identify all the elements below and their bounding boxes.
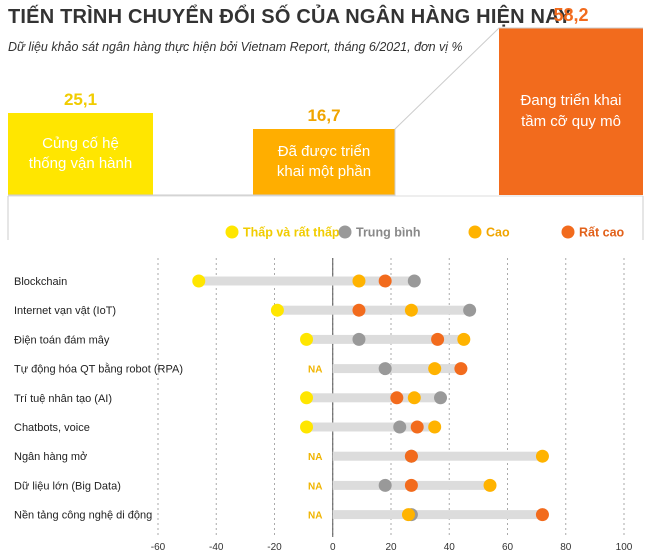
data-point <box>535 508 549 522</box>
category-label: Ngân hàng mở <box>14 451 87 463</box>
legend-marker <box>338 225 352 239</box>
category-label: Nền tảng công nghệ di động <box>14 510 152 522</box>
range-bar <box>198 276 415 286</box>
stage-value-1: 25,1 <box>63 90 98 109</box>
category-label: Chatbots, voice <box>14 422 90 434</box>
legend-label: Cao <box>486 226 510 240</box>
legend-label: Rất cao <box>579 226 625 240</box>
data-point <box>407 391 421 405</box>
x-tick-label: 60 <box>502 542 514 553</box>
data-point <box>401 508 415 522</box>
data-point <box>352 274 366 288</box>
data-point <box>410 420 424 434</box>
data-point <box>404 303 418 317</box>
stage-connector-line <box>8 27 643 196</box>
data-point <box>270 303 284 317</box>
chart-subtitle: Dữ liệu khảo sát ngân hàng thực hiện bởi… <box>8 40 463 54</box>
x-tick-label: -60 <box>151 542 166 553</box>
data-point <box>457 332 471 346</box>
data-point <box>483 478 497 492</box>
data-point <box>393 420 407 434</box>
stage-value-3: 58,2 <box>553 5 589 25</box>
stage-box-1: Củng cố hệ thống vận hành <box>8 113 153 195</box>
stage-label-1: Củng cố hệ thống vận hành <box>28 134 133 172</box>
x-tick-label: 0 <box>330 542 336 553</box>
stage-value-2: 16,7 <box>307 106 341 125</box>
legend-label: Thấp và rất thấp <box>243 226 340 240</box>
chart-title: TIẾN TRÌNH CHUYỂN ĐỔI SỐ CỦA NGÂN HÀNG H… <box>8 6 572 28</box>
range-bar <box>306 422 435 432</box>
data-point <box>192 274 206 288</box>
data-point <box>535 449 549 463</box>
legend-marker <box>468 225 482 239</box>
legend-marker <box>225 225 239 239</box>
stage-label-2: Đã được triển khai một phần <box>276 142 372 180</box>
x-tick-label: -20 <box>267 542 282 553</box>
x-tick-label: 20 <box>385 542 397 553</box>
legend-label: Trung bình <box>356 226 421 240</box>
category-label: Tự động hóa QT bằng robot (RPA) <box>14 363 183 376</box>
range-bar <box>332 364 461 374</box>
range-bar <box>306 393 441 403</box>
data-point <box>404 449 418 463</box>
data-point <box>352 303 366 317</box>
data-point <box>378 362 392 376</box>
data-point <box>378 478 392 492</box>
data-point <box>404 478 418 492</box>
data-point <box>431 332 445 346</box>
data-point <box>428 362 442 376</box>
x-tick-label: 80 <box>560 542 572 553</box>
category-label: Internet vạn vật (IoT) <box>14 305 116 317</box>
range-bar <box>332 451 543 461</box>
data-point <box>352 332 366 346</box>
x-tick-label: 40 <box>444 542 456 553</box>
x-tick-label: -40 <box>209 542 224 553</box>
data-point <box>300 332 314 346</box>
na-label: NA <box>308 365 322 376</box>
x-tick-label: 100 <box>616 542 633 553</box>
range-bar <box>306 334 464 344</box>
range-bar <box>277 305 470 315</box>
data-point <box>378 274 392 288</box>
na-label: NA <box>308 481 322 492</box>
range-bar <box>332 510 543 520</box>
category-label: Blockchain <box>14 276 67 288</box>
category-label: Dữ liệu lớn (Big Data) <box>14 480 121 492</box>
stage-label-3: Đang triển khai tầm cỡ quy mô <box>520 92 622 130</box>
data-point <box>463 303 477 317</box>
data-point <box>454 362 468 376</box>
data-point <box>407 274 421 288</box>
stage-box-2: Đã được triển khai một phần <box>253 129 395 195</box>
na-label: NA <box>308 511 322 522</box>
data-point <box>300 391 314 405</box>
legend-marker <box>561 225 575 239</box>
data-point <box>428 420 442 434</box>
na-label: NA <box>308 452 322 463</box>
data-point <box>434 391 448 405</box>
category-label: Trí tuệ nhân tạo (AI) <box>14 393 112 405</box>
data-point <box>390 391 404 405</box>
stage-box-3: Đang triển khai tầm cỡ quy mô <box>499 28 643 195</box>
category-label: Điện toán đám mây <box>14 334 110 346</box>
data-point <box>300 420 314 434</box>
